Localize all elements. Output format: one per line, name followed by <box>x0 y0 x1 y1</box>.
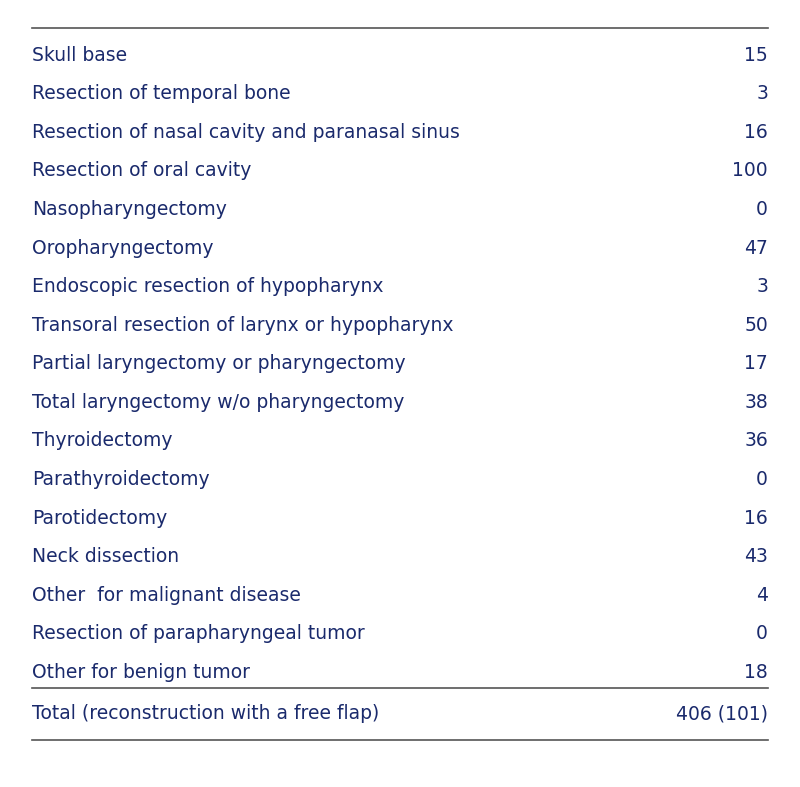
Text: Other  for malignant disease: Other for malignant disease <box>32 586 301 604</box>
Text: Resection of nasal cavity and paranasal sinus: Resection of nasal cavity and paranasal … <box>32 123 460 142</box>
Text: Endoscopic resection of hypopharynx: Endoscopic resection of hypopharynx <box>32 277 383 296</box>
Text: Nasopharyngectomy: Nasopharyngectomy <box>32 200 227 219</box>
Text: Resection of temporal bone: Resection of temporal bone <box>32 84 290 103</box>
Text: 0: 0 <box>756 200 768 219</box>
Text: Neck dissection: Neck dissection <box>32 547 179 566</box>
Text: Thyroidectomy: Thyroidectomy <box>32 431 173 450</box>
Text: 4: 4 <box>756 586 768 604</box>
Text: Skull base: Skull base <box>32 46 127 65</box>
Text: 15: 15 <box>744 46 768 65</box>
Text: 18: 18 <box>744 663 768 682</box>
Text: 16: 16 <box>744 508 768 527</box>
Text: Parotidectomy: Parotidectomy <box>32 508 167 527</box>
Text: 17: 17 <box>744 354 768 373</box>
Text: Parathyroidectomy: Parathyroidectomy <box>32 470 210 489</box>
Text: 36: 36 <box>744 431 768 450</box>
Text: Total (reconstruction with a free flap): Total (reconstruction with a free flap) <box>32 704 379 723</box>
Text: 16: 16 <box>744 123 768 142</box>
Text: 50: 50 <box>744 316 768 334</box>
Text: 0: 0 <box>756 470 768 489</box>
Text: 38: 38 <box>744 393 768 412</box>
Text: 406 (101): 406 (101) <box>676 704 768 723</box>
Text: 3: 3 <box>756 84 768 103</box>
Text: Partial laryngectomy or pharyngectomy: Partial laryngectomy or pharyngectomy <box>32 354 406 373</box>
Text: 3: 3 <box>756 277 768 296</box>
Text: Resection of oral cavity: Resection of oral cavity <box>32 161 251 180</box>
Text: 100: 100 <box>732 161 768 180</box>
Text: Transoral resection of larynx or hypopharynx: Transoral resection of larynx or hypopha… <box>32 316 454 334</box>
Text: Oropharyngectomy: Oropharyngectomy <box>32 238 214 257</box>
Text: Total laryngectomy w/o pharyngectomy: Total laryngectomy w/o pharyngectomy <box>32 393 404 412</box>
Text: 47: 47 <box>744 238 768 257</box>
Text: Resection of parapharyngeal tumor: Resection of parapharyngeal tumor <box>32 624 365 643</box>
Text: Other for benign tumor: Other for benign tumor <box>32 663 250 682</box>
Text: 43: 43 <box>744 547 768 566</box>
Text: 0: 0 <box>756 624 768 643</box>
